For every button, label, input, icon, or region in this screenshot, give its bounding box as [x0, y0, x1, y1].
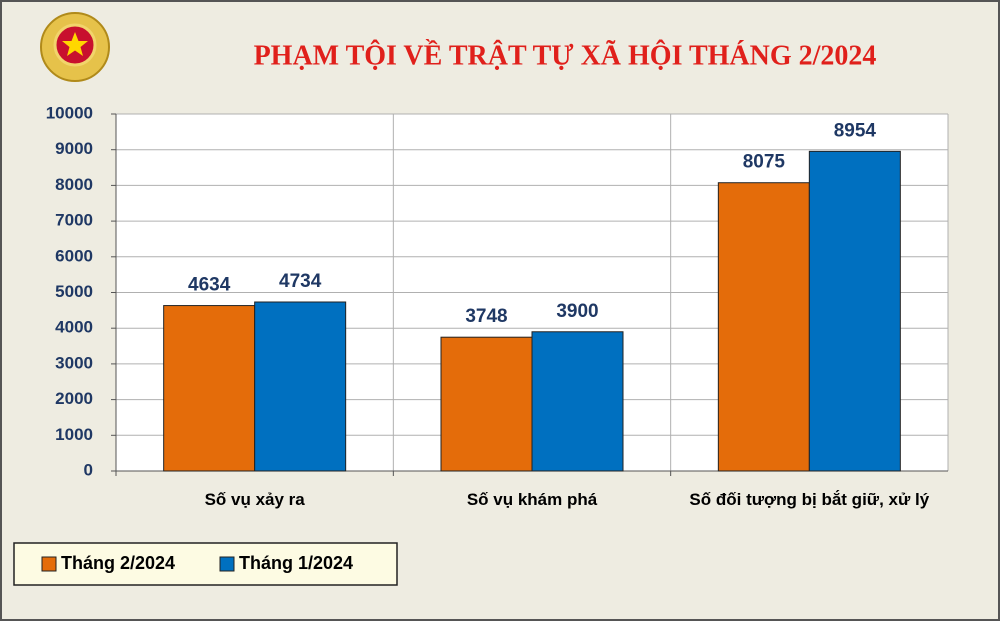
legend-label: Tháng 2/2024: [61, 553, 175, 573]
legend-swatch: [219, 556, 235, 572]
y-tick-label: 3000: [55, 353, 93, 372]
value-label: 3748: [465, 306, 507, 327]
bar: [531, 331, 624, 472]
bar: [254, 301, 347, 472]
bar: [717, 182, 810, 472]
bar: [808, 150, 901, 472]
legend: [13, 542, 398, 586]
bar: [440, 336, 533, 472]
x-tick-label: Số vụ xảy ra: [204, 490, 305, 509]
legend-label: Tháng 1/2024: [239, 553, 353, 573]
y-tick-label: 6000: [55, 246, 93, 265]
legend-swatch: [41, 556, 57, 572]
value-label: 4634: [188, 275, 231, 296]
y-tick-label: 7000: [55, 211, 93, 230]
value-label: 3900: [556, 301, 598, 322]
y-tick-label: 5000: [55, 282, 93, 301]
y-tick-label: 0: [84, 460, 93, 479]
value-label: 4734: [279, 271, 322, 292]
emblem: [40, 12, 110, 82]
y-tick-label: 9000: [55, 139, 93, 158]
x-tick-label: Số vụ khám phá: [466, 490, 598, 509]
y-tick-label: 10000: [46, 103, 93, 122]
value-label: 8075: [743, 152, 786, 173]
bar: [163, 305, 256, 472]
value-label: 8954: [834, 120, 877, 141]
y-tick-label: 1000: [55, 425, 93, 444]
x-tick-label: Số đối tượng bị bắt giữ, xử lý: [689, 490, 930, 509]
chart-title: PHẠM TỘI VỀ TRẬT TỰ XÃ HỘI THÁNG 2/2024: [254, 39, 877, 71]
y-tick-label: 4000: [55, 318, 93, 337]
y-tick-label: 8000: [55, 175, 93, 194]
y-tick-label: 2000: [55, 389, 93, 408]
